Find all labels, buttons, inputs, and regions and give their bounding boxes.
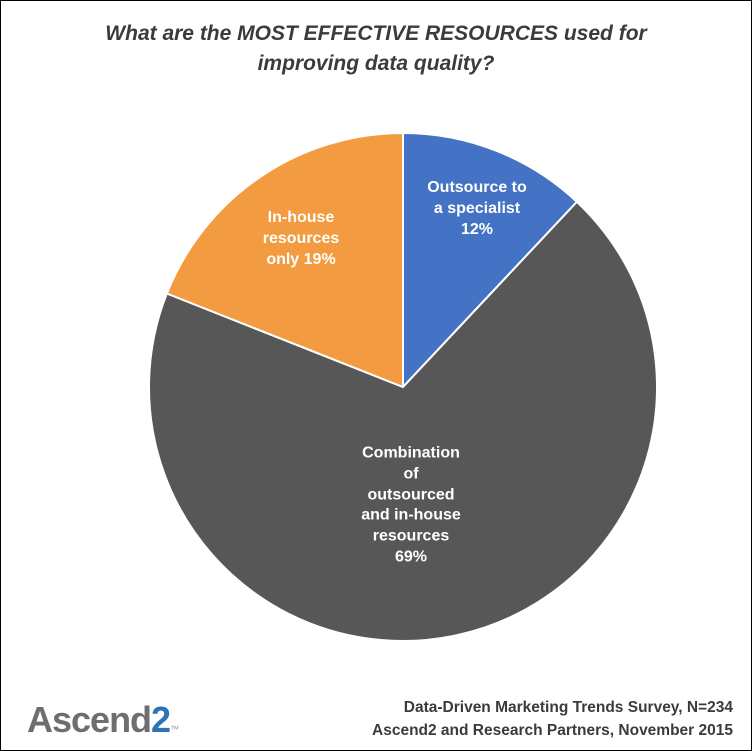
pie-slice — [165, 132, 404, 388]
ascend2-logo: Ascend2™ — [27, 698, 180, 740]
chart-title: What are the MOST EFFECTIVE RESOURCES us… — [105, 22, 647, 76]
pie-chart: Outsource to a specialist 12% In-house r… — [143, 127, 663, 647]
source-line-2: Ascend2 and Research Partners, November … — [372, 721, 733, 739]
logo-trademark: ™ — [170, 723, 180, 734]
pie-svg — [148, 132, 658, 642]
logo-ascend: Ascend — [27, 698, 152, 740]
source-line-1: Data-Driven Marketing Trends Survey, N=2… — [403, 699, 733, 717]
source-text: Data-Driven Marketing Trends Survey, N=2… — [372, 697, 733, 742]
footer: Ascend2™ Data-Driven Marketing Trends Su… — [1, 697, 751, 742]
logo-2: 2 — [151, 698, 171, 740]
pie-slice — [402, 132, 578, 388]
pie-slice — [148, 200, 658, 642]
